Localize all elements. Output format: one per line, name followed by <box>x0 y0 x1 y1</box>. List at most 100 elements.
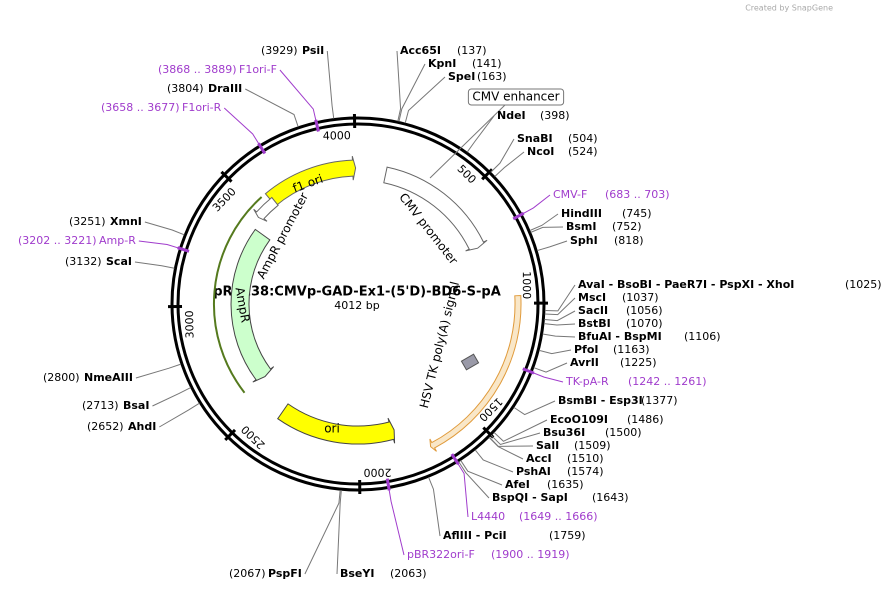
primer-name: pBR322ori-F <box>407 548 475 561</box>
ruler-label: 3000 <box>183 310 196 338</box>
plasmid-name: pRZ138:CMVp-GAD-Ex1-(5'D)-BD6-S-pA <box>213 285 501 300</box>
label-line <box>428 476 441 537</box>
label-line <box>138 240 180 249</box>
primer-name: CMV-F <box>553 188 587 201</box>
site-position: (524) <box>568 145 598 158</box>
feature-arrow <box>429 294 522 452</box>
label-line <box>279 69 317 122</box>
primer-position: (1242 .. 1261) <box>628 375 707 388</box>
primer-position: (1649 .. 1666) <box>519 510 598 523</box>
label-line <box>304 490 341 575</box>
primer-position: (683 .. 703) <box>605 188 670 201</box>
label-line <box>537 240 568 252</box>
site-name: Bsu36I <box>543 426 585 439</box>
site-name: XmnI <box>110 215 142 228</box>
site-position: (504) <box>568 132 598 145</box>
plasmid-size: 4012 bp <box>334 299 379 312</box>
label-line <box>245 88 299 127</box>
label-line <box>152 387 191 407</box>
feature-label: ori <box>324 422 340 436</box>
label-line <box>474 449 514 473</box>
label-line <box>494 151 525 177</box>
feature-box: CMV enhancer <box>467 88 565 106</box>
site-position: (1037) <box>622 291 659 304</box>
site-name: BsmI <box>566 220 597 233</box>
primer-mark <box>450 453 460 466</box>
label-line <box>544 297 576 316</box>
site-position: (2067) <box>229 567 266 580</box>
ruler-label: 2500 <box>239 423 268 452</box>
feature-arrow <box>230 228 275 383</box>
site-name: NdeI <box>497 109 526 122</box>
feature-arrow <box>277 403 396 445</box>
site-name: PsiI <box>302 44 324 57</box>
label-line <box>513 400 556 416</box>
label-line <box>530 226 564 233</box>
site-name: ScaI <box>106 255 132 268</box>
ruler-tick <box>481 168 494 181</box>
site-position: (745) <box>622 207 652 220</box>
site-position: (1225) <box>620 356 657 369</box>
site-name: KpnI <box>428 57 456 70</box>
site-position: (2713) <box>82 399 119 412</box>
feature-label: CMV enhancer <box>472 90 559 104</box>
label-line <box>544 284 576 312</box>
label-line <box>544 310 576 322</box>
feature-label: HSV TK poly(A) signal <box>417 280 462 409</box>
site-position: (818) <box>614 234 644 247</box>
site-name: SacII <box>578 304 608 317</box>
feature-marker <box>460 353 480 371</box>
site-name: PshAI <box>516 465 551 478</box>
label-line <box>388 488 405 556</box>
primer-mark <box>314 119 320 132</box>
label-line <box>533 362 568 373</box>
site-name: BspQI - SapI <box>492 491 568 504</box>
site-position: (1500) <box>605 426 642 439</box>
feature-box-frame <box>467 88 565 106</box>
site-position: (141) <box>472 57 502 70</box>
label-line <box>466 115 495 153</box>
site-position: (2800) <box>43 371 80 384</box>
site-position: (1377) <box>641 394 678 407</box>
site-position: (2063) <box>390 567 427 580</box>
label-line <box>159 402 200 428</box>
primer-name: F1ori-R <box>182 101 222 114</box>
site-name: NcoI <box>527 145 554 158</box>
label-line <box>458 461 490 499</box>
label-line <box>398 63 426 122</box>
site-position: (1025) <box>845 278 882 291</box>
site-name: AccI <box>526 452 552 465</box>
ruler-label: 3500 <box>210 185 239 214</box>
ruler-label: 2000 <box>364 466 392 479</box>
site-position: (137) <box>457 44 487 57</box>
site-position: (1163) <box>613 343 650 356</box>
site-name: BsmBI - Esp3I <box>558 394 643 407</box>
site-position: (1510) <box>567 452 604 465</box>
site-position: (1574) <box>567 465 604 478</box>
ruler-tick <box>220 170 233 183</box>
site-position: (1056) <box>626 304 663 317</box>
site-position: (1759) <box>549 529 586 542</box>
site-position: (1643) <box>592 491 629 504</box>
site-position: (3929) <box>261 44 298 57</box>
label-line <box>223 107 260 146</box>
label-line <box>493 419 548 442</box>
primer-position: (3868 .. 3889) <box>158 63 237 76</box>
label-line <box>488 437 524 460</box>
label-line <box>396 50 402 122</box>
label-line <box>542 333 576 338</box>
credit: Created by SnapGene <box>745 4 833 13</box>
primer-name: TK-pA-R <box>565 375 609 388</box>
primer-name: F1ori-F <box>239 63 277 76</box>
site-position: (1509) <box>574 439 611 452</box>
feature-arrow <box>383 166 488 252</box>
primer-name: L4440 <box>471 510 505 523</box>
primer-mark <box>522 367 535 375</box>
site-name: BsaI <box>123 399 149 412</box>
label-line <box>490 138 515 173</box>
label-line <box>531 371 564 383</box>
site-position: (1486) <box>627 413 664 426</box>
feature-arrow <box>253 196 279 222</box>
ruler-tick <box>224 428 237 441</box>
